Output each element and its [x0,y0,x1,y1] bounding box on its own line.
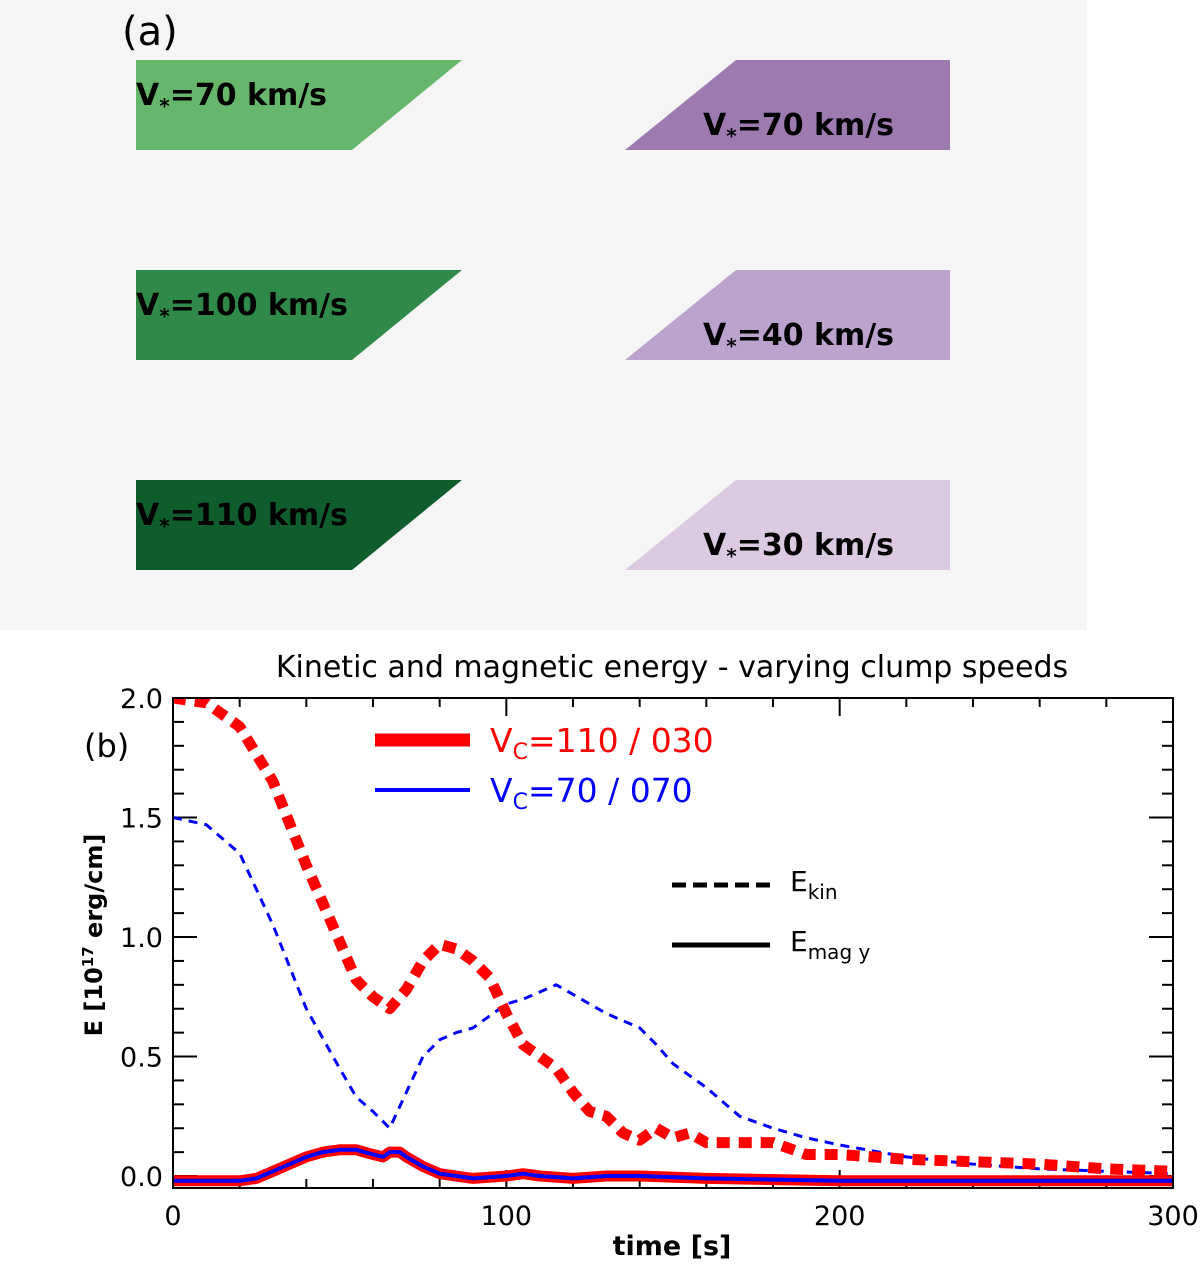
axis-ticks: 0 100 200 300 0.0 0.5 1.0 1.5 2.0 [120,684,1199,1232]
plot-frame [172,697,1174,1189]
clump-speed-label: V*=110 km/s [136,498,348,538]
clump-left-1: V*=70 km/s [136,60,462,150]
clump-shape [625,480,950,570]
legend-style-label: Emag y [790,925,870,964]
clump-speed-label: V*=40 km/s [703,318,894,358]
y-axis-label: E [1017 erg/cm] [79,834,108,1037]
series-line [173,816,1173,1176]
clump-shape [136,480,462,570]
series-line [173,1147,1173,1183]
series-line [173,698,1173,1177]
clump-left-3: V*=110 km/s [136,480,462,570]
panel-b-chart: Kinetic and magnetic energy - varying cl… [79,650,1199,1262]
clump-shape [625,270,950,360]
clump-right-3: V*=30 km/s [625,480,950,570]
clump-right-2: V*=40 km/s [625,270,950,360]
x-tick-label: 200 [814,1201,866,1232]
clump-speed-label: V*=100 km/s [136,288,348,328]
chart-title: Kinetic and magnetic energy - varying cl… [276,650,1068,685]
x-tick-label: 0 [164,1201,181,1232]
legend-series-label: VC=110 / 030 [490,721,714,765]
y-tick-label: 0.5 [120,1043,163,1074]
clump-right-1: V*=70 km/s [625,60,950,150]
x-tick-label: 100 [481,1201,533,1232]
clump-shape [136,270,462,360]
y-tick-label: 0.0 [120,1162,163,1193]
y-tick-label: 2.0 [120,684,163,715]
x-tick-label: 300 [1147,1201,1199,1232]
panel-a-label: (a) [122,9,178,55]
clump-speed-label: V*=30 km/s [703,528,894,568]
clump-left-2: V*=100 km/s [136,270,462,360]
legend-series-label: VC=70 / 070 [490,771,693,815]
legend: VC=110 / 030 VC=70 / 070 Ekin Emag y [375,721,870,964]
panel-b-label: (b) [84,727,129,765]
y-tick-label: 1.0 [120,923,163,954]
data-series [173,698,1173,1187]
panel-a-figure: (a) V*=70 km/s V*=100 km/s V*=110 km/s V*=7… [122,9,950,570]
x-axis-label: time [s] [613,1231,732,1262]
y-tick-label: 1.5 [120,804,163,835]
legend-style-label: Ekin [790,865,838,904]
clump-shape [136,60,462,150]
clump-speed-label: V*=70 km/s [136,78,327,118]
clump-shape [625,60,950,150]
panel-a-background: (a) V*=70 km/s V*=100 km/s V*=110 km/s V*=7… [0,0,1087,630]
clump-speed-label: V*=70 km/s [703,108,894,148]
